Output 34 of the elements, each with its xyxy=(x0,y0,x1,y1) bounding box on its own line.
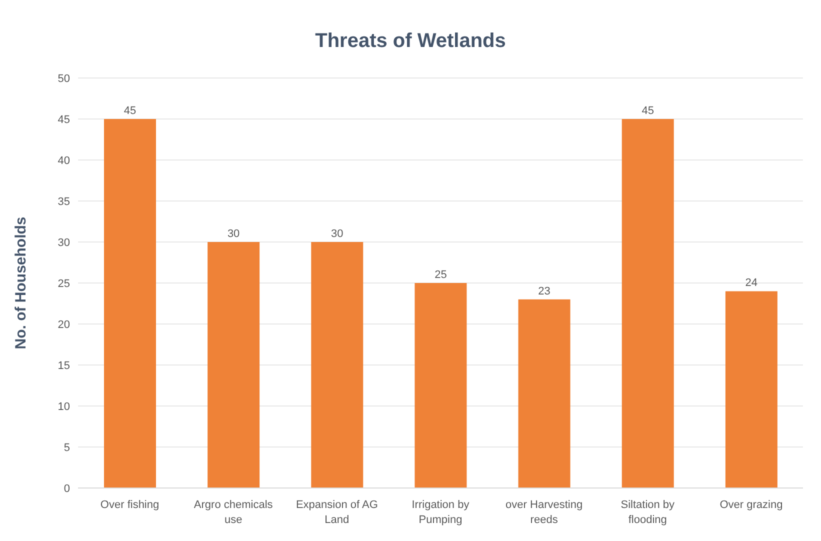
bar xyxy=(725,291,778,488)
y-tick-label: 35 xyxy=(58,196,70,208)
y-tick-label: 40 xyxy=(58,154,70,167)
y-tick-label: 5 xyxy=(64,442,70,454)
data-label: 24 xyxy=(745,277,758,290)
x-tick-label: Argro chemicals use xyxy=(194,499,274,526)
data-label: 23 xyxy=(538,285,550,298)
y-tick-label: 45 xyxy=(58,114,70,126)
data-label: 30 xyxy=(331,228,344,240)
x-tick-label: Expansion of AG Land xyxy=(296,499,378,526)
bar xyxy=(104,119,156,488)
y-tick-label: 50 xyxy=(58,72,70,85)
y-axis-title: No. of Households xyxy=(12,216,30,350)
data-label: 30 xyxy=(227,228,240,240)
x-tick-label: Over fishing xyxy=(100,499,160,511)
data-label: 45 xyxy=(642,105,654,117)
data-label: 45 xyxy=(124,105,136,117)
bar xyxy=(622,119,674,488)
x-tick-label: Over grazing xyxy=(720,499,783,511)
x-tick-label: over Harvesting reeds xyxy=(506,499,583,526)
y-tick-label: 20 xyxy=(58,318,70,331)
y-tick-label: 30 xyxy=(58,236,70,249)
x-tick-label: Siltation by flooding xyxy=(620,499,676,526)
chart-title: Threats of Wetlands xyxy=(314,30,507,53)
y-tick-label: 10 xyxy=(58,400,70,413)
bar xyxy=(311,242,364,488)
data-label: 25 xyxy=(434,269,447,281)
y-tick-label: 25 xyxy=(58,278,70,290)
bar xyxy=(518,299,570,488)
bar xyxy=(414,283,467,488)
x-tick-label: Irrigation by Pumping xyxy=(412,499,470,526)
bar xyxy=(208,242,260,488)
y-tick-label: 15 xyxy=(58,360,70,372)
y-tick-label: 0 xyxy=(64,482,70,495)
